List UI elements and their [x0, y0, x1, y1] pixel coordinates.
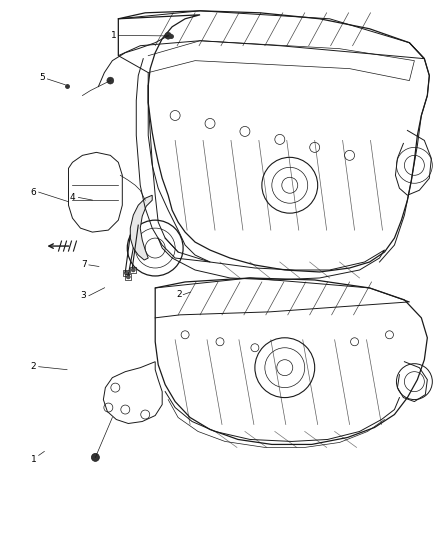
Bar [124, 270, 129, 276]
Circle shape [107, 77, 114, 84]
Text: 3: 3 [81, 291, 87, 300]
Text: 7: 7 [81, 261, 87, 269]
Text: 2: 2 [31, 362, 36, 371]
Circle shape [126, 275, 130, 279]
Circle shape [92, 454, 99, 462]
Circle shape [131, 268, 135, 272]
Circle shape [124, 271, 128, 275]
Text: 4: 4 [70, 193, 75, 202]
Polygon shape [130, 195, 152, 260]
Polygon shape [103, 362, 162, 424]
Text: 6: 6 [31, 188, 36, 197]
Bar [130, 267, 136, 273]
Circle shape [165, 32, 172, 39]
Text: 5: 5 [39, 74, 45, 83]
Text: 1: 1 [31, 455, 36, 464]
Text: 2: 2 [176, 290, 182, 299]
Circle shape [127, 220, 183, 276]
Text: 1: 1 [110, 31, 116, 40]
Bar [125, 274, 131, 280]
Polygon shape [68, 152, 122, 232]
